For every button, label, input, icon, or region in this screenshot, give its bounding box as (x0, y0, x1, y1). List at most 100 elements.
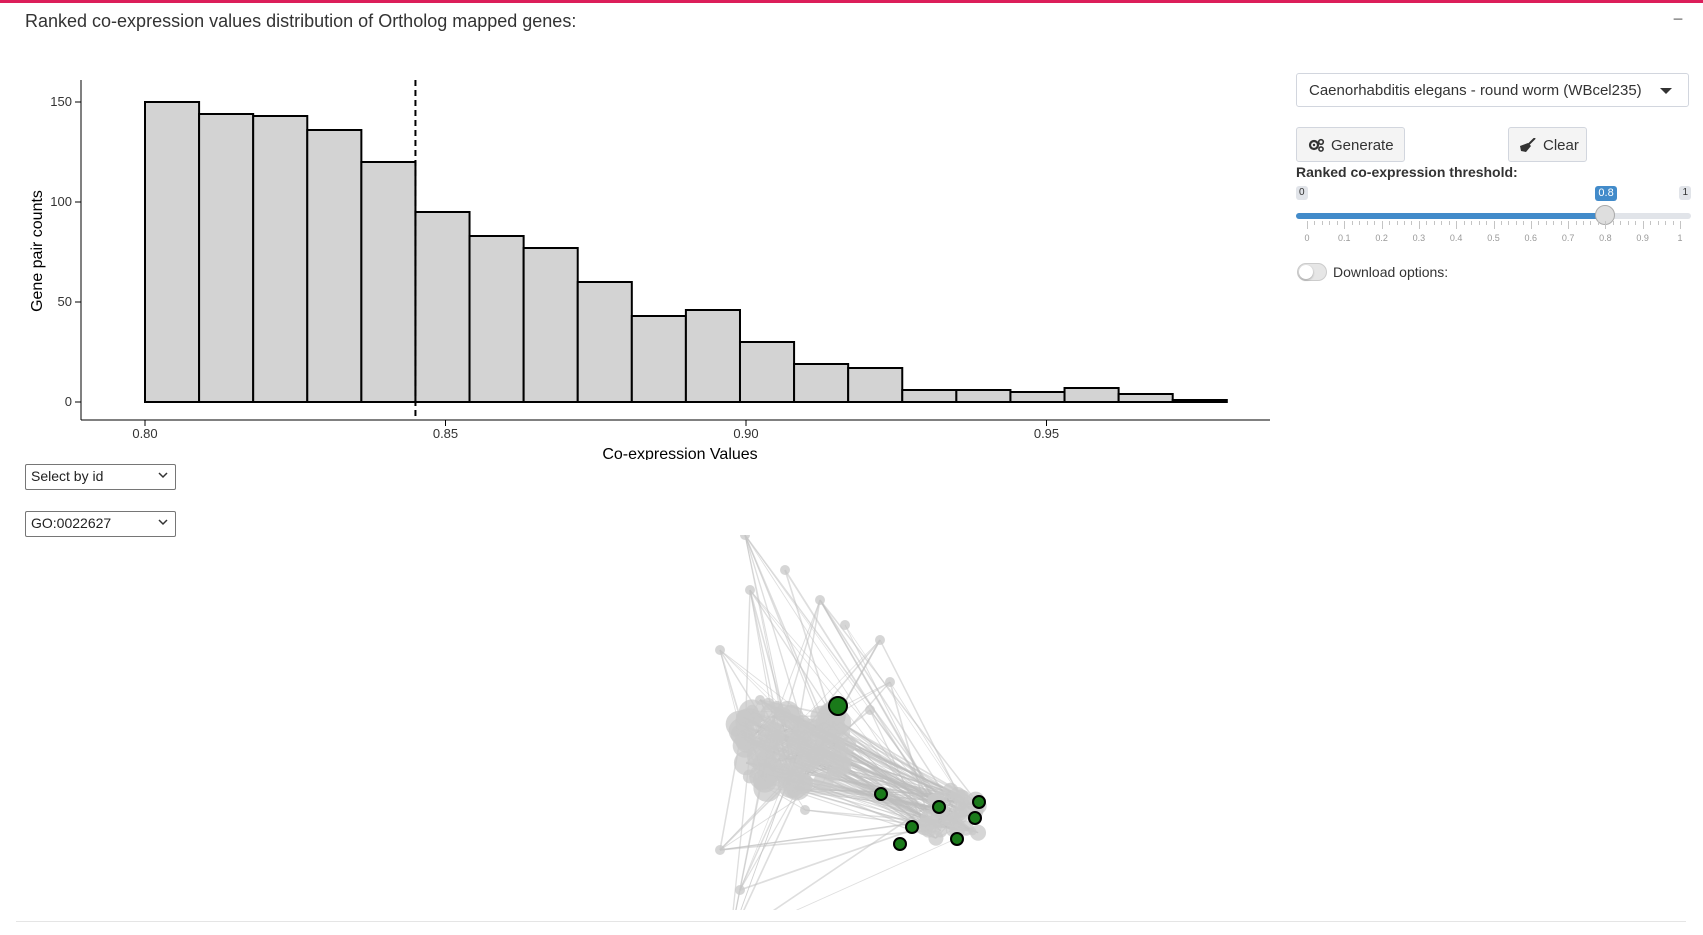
network-node[interactable] (733, 750, 759, 776)
slider-tick (1680, 221, 1681, 229)
highlighted-gene-node[interactable] (968, 811, 982, 825)
download-options-toggle[interactable] (1297, 263, 1327, 281)
histogram-bar (360, 161, 417, 403)
slider-tick (1471, 221, 1473, 225)
highlighted-gene-node[interactable] (972, 795, 986, 809)
network-node[interactable] (740, 535, 750, 540)
network-nodes (715, 535, 987, 895)
highlighted-gene-node[interactable] (893, 837, 907, 851)
x-tick-label: 0.95 (1034, 426, 1059, 441)
network-node[interactable] (840, 620, 850, 630)
network-node[interactable] (824, 751, 850, 777)
network-node[interactable] (951, 806, 967, 821)
clear-button[interactable]: Clear (1508, 127, 1587, 162)
slider-tick (1612, 221, 1614, 225)
slider-tick (1500, 221, 1502, 225)
y-tick-label: 150 (50, 94, 72, 109)
highlighted-gene-node[interactable] (950, 832, 964, 846)
slider-tick (1396, 221, 1398, 225)
network-node[interactable] (752, 756, 766, 770)
network-node[interactable] (755, 739, 779, 763)
network-node[interactable] (799, 749, 821, 771)
histogram-bar (684, 309, 741, 403)
network-node[interactable] (715, 845, 725, 855)
slider-tick (1418, 221, 1420, 229)
slider-tick (1381, 221, 1383, 229)
network-edge (784, 569, 836, 728)
slider-tick (1336, 221, 1338, 225)
network-node[interactable] (761, 697, 775, 711)
panel-title: Ranked co-expression values distribution… (25, 11, 577, 31)
histogram-bars (144, 101, 1228, 403)
select-by-dropdown[interactable]: Select by id (25, 464, 176, 490)
network-edge (739, 825, 925, 891)
x-tick-label: 0.90 (733, 426, 758, 441)
slider-tick (1486, 221, 1488, 225)
x-tick-label: 0.80 (132, 426, 157, 441)
y-axis-label: Gene pair counts (29, 190, 46, 312)
slider-tick-label: 0.8 (1599, 233, 1612, 243)
network-node[interactable] (735, 885, 745, 895)
network-edge (744, 535, 803, 725)
slider-tick-label: 0.9 (1636, 233, 1649, 243)
species-dropdown[interactable]: Caenorhabditis elegans - round worm (WBc… (1296, 73, 1689, 107)
chevron-down-icon (158, 472, 168, 479)
caret-down-icon (1660, 88, 1672, 94)
network-node[interactable] (828, 710, 852, 734)
slider-tick (1314, 221, 1316, 225)
network-node[interactable] (779, 704, 804, 729)
network-node[interactable] (753, 774, 782, 802)
network-node[interactable] (813, 771, 834, 792)
threshold-slider[interactable]: 0 1 0.8 0 0.1 0.2 0.3 0.4 0.5 0.6 0.7 0.8 0.9 1 (1296, 186, 1691, 246)
y-tick-label: 100 (50, 194, 72, 209)
collapse-button[interactable]: − (1672, 9, 1684, 29)
network-node[interactable] (745, 585, 755, 595)
network-node[interactable] (921, 822, 936, 838)
network-node[interactable] (950, 787, 966, 803)
slider-tick (1366, 221, 1368, 225)
slider-tick (1657, 221, 1659, 225)
network-node[interactable] (735, 730, 756, 751)
network-node[interactable] (715, 645, 725, 655)
network-edge (795, 830, 973, 910)
download-options-label: Download options: (1333, 264, 1449, 280)
go-term-dropdown[interactable]: GO:0022627 (25, 511, 176, 537)
highlighted-gene-node[interactable] (905, 820, 919, 834)
network-node[interactable] (815, 595, 825, 605)
generate-button[interactable]: Generate (1296, 127, 1405, 162)
histogram-bar (414, 211, 471, 403)
y-tick-label: 0 (65, 394, 72, 409)
slider-tick-label: 0.6 (1524, 233, 1538, 243)
slider-tick (1665, 221, 1667, 225)
slider-tick (1545, 221, 1547, 225)
network-node[interactable] (865, 705, 875, 715)
coexpression-network-graph[interactable] (690, 535, 1030, 910)
network-node[interactable] (735, 709, 752, 725)
network-edge (743, 783, 804, 910)
network-edge (879, 639, 966, 808)
histogram-bar (1171, 399, 1228, 403)
go-term-value: GO:0022627 (31, 515, 112, 531)
network-edge (749, 589, 785, 716)
histogram-bar (198, 113, 255, 403)
slider-tick (1403, 221, 1405, 225)
slider-tick-label: 0.4 (1449, 233, 1463, 243)
highlighted-gene-node[interactable] (932, 800, 946, 814)
highlighted-gene-node[interactable] (874, 787, 888, 801)
network-node[interactable] (815, 713, 834, 732)
network-edge (719, 829, 929, 851)
slider-tick (1307, 221, 1308, 229)
gears-icon (1308, 138, 1325, 152)
network-node[interactable] (885, 677, 895, 687)
network-node[interactable] (780, 565, 790, 575)
network-node[interactable] (835, 740, 845, 750)
network-node[interactable] (875, 635, 885, 645)
slider-tick (1672, 221, 1674, 225)
slider-tick-label: 0.7 (1561, 233, 1575, 243)
network-node[interactable] (755, 695, 765, 705)
network-node[interactable] (958, 820, 974, 836)
network-node[interactable] (782, 772, 811, 801)
network-node[interactable] (800, 805, 810, 815)
highlighted-gene-node[interactable] (828, 696, 848, 716)
slider-tick (1329, 221, 1331, 225)
